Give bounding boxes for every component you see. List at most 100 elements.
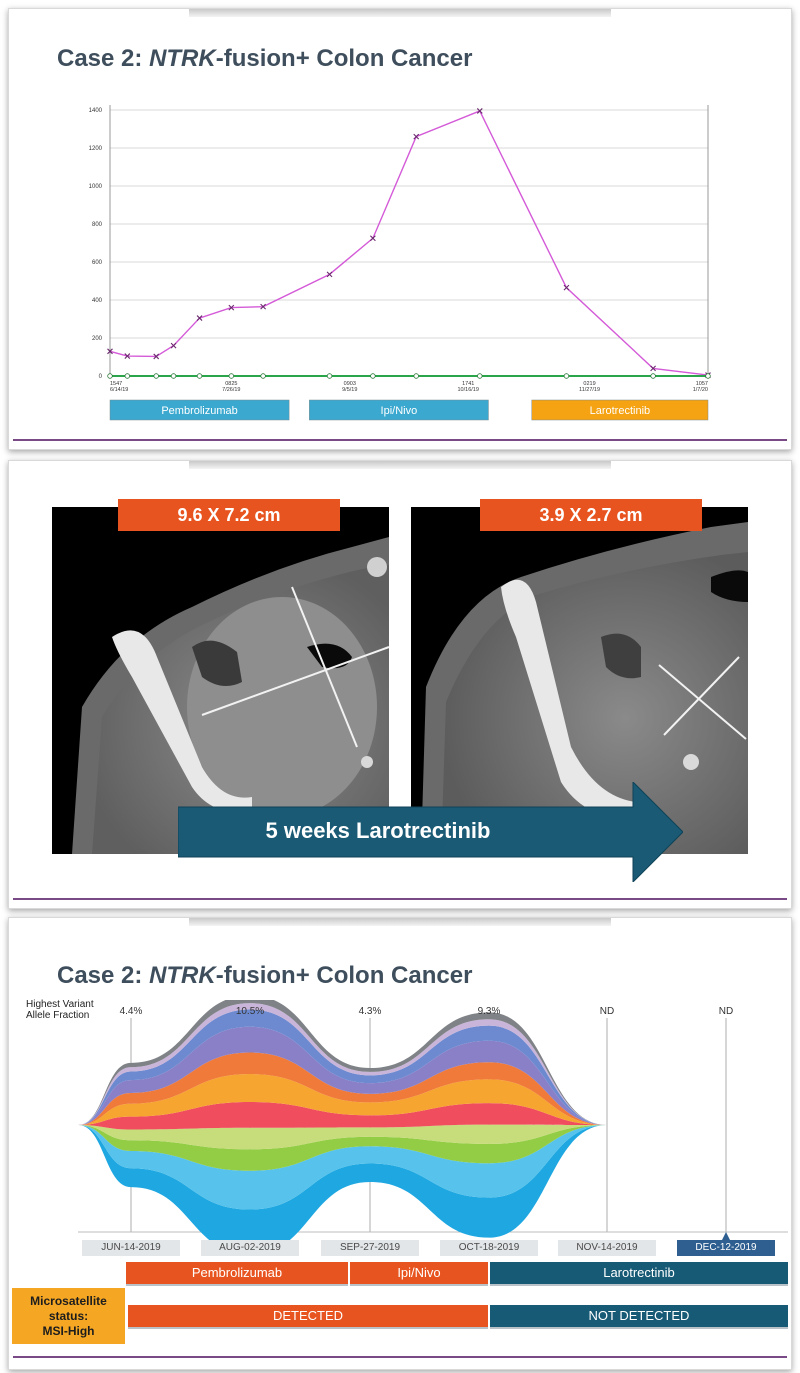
vaf-value-label: ND [599,1006,615,1017]
data-point-o [326,373,333,379]
timepoint-date-chip[interactable]: DEC-12-2019 [677,1240,775,1256]
stream-layer [78,1000,607,1125]
y-tick-label: 800 [92,222,103,228]
stream-layer [78,1101,607,1130]
data-point-o [196,373,203,379]
x-tick-date: 10/16/19 [458,387,479,393]
data-point-o [650,373,656,379]
data-point-x [476,108,483,114]
vaf-value-label: 9.3% [477,1006,501,1017]
ct-scan-after [411,507,748,854]
treatment-bar-fill [109,399,290,421]
stream-layer [78,1125,607,1210]
treatment-bar-label: Larotrectinib [590,405,651,417]
data-point-x [326,271,333,278]
data-point-x [260,303,266,310]
ct-scan-before [52,507,389,854]
treatment-bar-label: Pembrolizumab [161,405,237,417]
x-tick-id: 1547 [110,381,122,387]
data-point-x [563,284,570,291]
x-tick-id: 1057 [696,381,708,387]
y-tick-label: 200 [92,336,103,342]
data-point-o [413,373,419,379]
data-point-x [153,353,160,360]
footer-divider [13,898,787,900]
vaf-value-label: 4.4% [119,1006,143,1017]
tumor-size-before-label: 9.6 X 7.2 cm [118,499,340,531]
slide-title: Case 2: NTRK-fusion+ Colon Cancer [57,962,473,989]
treatment-bar-label: Ipi/Nivo [381,405,418,417]
selected-timepoint-marker [722,1232,730,1240]
y-tick-label: 1000 [89,184,103,190]
footer-divider [13,1356,787,1358]
treatment-bar-fill [531,399,709,421]
data-point-o [228,373,235,379]
x-tick-date: 6/14/19 [110,387,128,393]
timepoint-date-chip[interactable]: SEP-27-2019 [321,1240,419,1256]
panel-top-shadow [189,461,611,469]
x-tick-id: 1741 [462,381,474,387]
data-point-x [650,365,656,372]
slide-title: Case 2: NTRK-fusion+ Colon Cancer [57,45,473,72]
stream-layer [78,1125,607,1171]
treatment-bar-ipinivo: Ipi/Nivo [309,399,489,421]
data-point-x [370,235,376,242]
footer-divider [13,439,787,441]
data-point-x [413,133,420,140]
ct-scan-before-image [72,537,389,854]
x-tick-id: 0825 [225,381,237,387]
x-tick-id: 0903 [344,381,356,387]
panel-top-shadow [189,918,611,926]
timepoint-date-chip[interactable]: JUN-14-2019 [82,1240,180,1256]
stream-layer [78,1009,607,1125]
data-point-x [107,348,113,355]
x-tick-date: 1/7/20 [693,387,708,393]
timepoint-date-chip[interactable]: NOV-14-2019 [558,1240,656,1256]
data-point-o [170,373,177,379]
treatment-bar-larotrectinib: Larotrectinib [490,1262,788,1286]
vaf-stream-chart [78,1000,788,1255]
panel-top-shadow [189,9,611,17]
vaf-value-label: ND [718,1006,734,1017]
msi-status-box: Microsatellite status: MSI-High [12,1288,125,1344]
series-line [109,110,709,376]
data-point-o [107,373,113,379]
y-tick-label: 400 [92,298,103,304]
msi-detected-bar: DETECTED [128,1305,488,1329]
treatment-bar-ipi-nivo: Ipi/Nivo [350,1262,488,1286]
y-tick-label: 1200 [89,146,103,152]
stream-layer [78,1125,607,1255]
timepoint-date-chip[interactable]: OCT-18-2019 [440,1240,538,1256]
ct-scan-after-image [421,522,748,854]
tumor-size-after-label: 3.9 X 2.7 cm [480,499,702,531]
data-point-o [260,373,266,379]
y-tick-label: 600 [92,260,103,266]
x-tick-id: 0219 [583,381,595,387]
data-point-o [370,373,376,379]
treatment-arrow [178,782,683,882]
stream-layer [78,1052,607,1125]
stream-layer [78,1074,607,1125]
msi-not-detected-bar: NOT DETECTED [490,1305,788,1329]
vaf-value-label: 10.5% [235,1006,265,1017]
vaf-value-label: 4.3% [358,1006,382,1017]
data-point-o [153,373,159,379]
data-point-o [124,373,131,379]
panel-ctdna-line-chart: Case 2: NTRK-fusion+ Colon Cancer 0 200 40… [8,8,792,450]
data-point-o [477,373,483,379]
stream-layer [78,1124,607,1150]
vaf-axis-label: Highest Variant Allele Fraction [26,999,94,1021]
y-tick-label: 1400 [89,108,103,114]
data-point-x [124,353,131,359]
treatment-bar-fill [309,399,489,421]
treatment-arrow-label: 5 weeks Larotrectinib [265,818,491,843]
data-point-o [705,373,711,379]
y-tick-label: 0 [99,374,103,380]
timepoint-date-chip[interactable]: AUG-02-2019 [201,1240,299,1256]
data-point-x [196,315,203,321]
stream-layer [78,1026,607,1125]
treatment-bar-pembrolizumab: Pembrolizumab [109,399,290,421]
x-tick-date: 7/26/19 [222,387,240,393]
x-tick-date: 11/27/19 [579,387,600,393]
